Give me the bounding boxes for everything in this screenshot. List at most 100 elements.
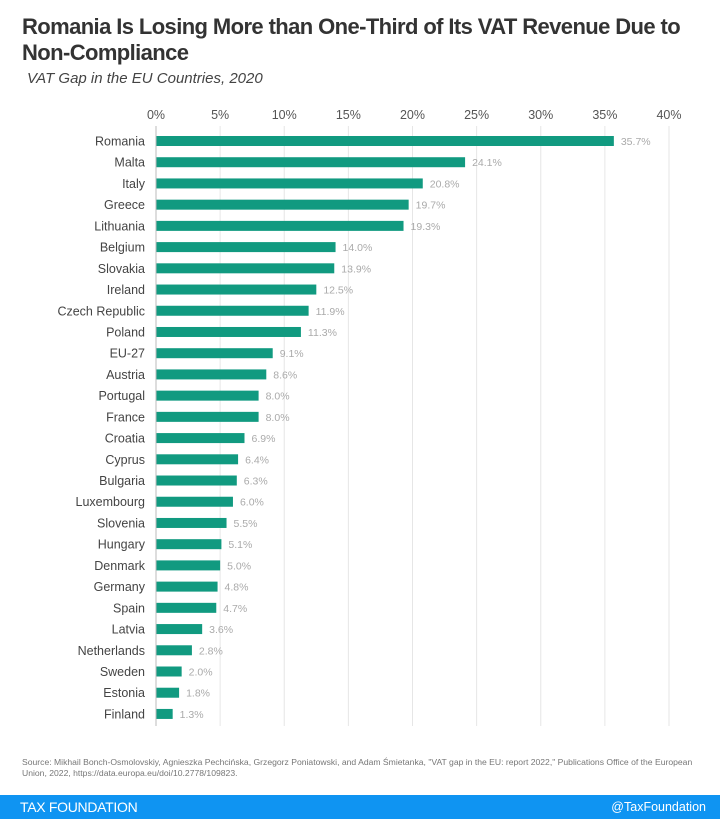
category-label: Finland bbox=[104, 707, 145, 721]
value-label: 24.1% bbox=[472, 157, 502, 169]
value-label: 13.9% bbox=[341, 263, 371, 275]
value-label: 5.1% bbox=[228, 539, 252, 551]
category-label: Slovakia bbox=[98, 262, 145, 276]
value-label: 4.8% bbox=[225, 582, 249, 594]
bars bbox=[156, 136, 614, 719]
bar bbox=[156, 517, 227, 528]
value-label: 6.0% bbox=[240, 497, 264, 509]
category-label: Croatia bbox=[105, 432, 145, 446]
value-label: 19.7% bbox=[416, 200, 446, 212]
category-label: Malta bbox=[114, 156, 145, 170]
value-labels: 35.7% 24.1% 20.8% 19.7% 19.3% 14.0% 13.9% 12.5%… bbox=[180, 136, 651, 721]
bar bbox=[156, 263, 335, 274]
bar bbox=[156, 348, 273, 359]
bar bbox=[156, 326, 301, 337]
value-label: 1.3% bbox=[180, 709, 204, 721]
value-label: 12.5% bbox=[323, 285, 353, 297]
bar bbox=[156, 284, 317, 295]
gridlines bbox=[219, 126, 670, 726]
category-label: Romania bbox=[95, 135, 145, 149]
category-label: Greece bbox=[104, 198, 145, 212]
category-label: Austria bbox=[106, 368, 145, 382]
category-label: Hungary bbox=[98, 538, 146, 552]
x-tick-label: 25% bbox=[464, 108, 489, 122]
x-axis-ticks: 0% 5% 10% 15% 20% 25% 30% 35% 40% bbox=[147, 108, 682, 122]
bar bbox=[156, 708, 173, 719]
footer-bar: TAX FOUNDATION @TaxFoundation bbox=[0, 795, 720, 819]
bar bbox=[156, 602, 217, 613]
category-label: Germany bbox=[94, 580, 146, 594]
value-label: 5.5% bbox=[234, 518, 258, 530]
category-label: Luxembourg bbox=[76, 495, 146, 509]
x-tick-label: 10% bbox=[272, 108, 297, 122]
chart-subtitle: VAT Gap in the EU Countries, 2020 bbox=[27, 70, 263, 87]
bar bbox=[156, 496, 233, 507]
bar bbox=[156, 178, 423, 189]
bar bbox=[156, 581, 218, 592]
category-labels: Romania Malta Italy Greece Lithuania Belgium S… bbox=[57, 135, 145, 722]
bar bbox=[156, 687, 180, 698]
category-label: Ireland bbox=[107, 283, 145, 297]
x-tick-label: 5% bbox=[211, 108, 229, 122]
chart-title: Romania Is Losing More than One-Third of… bbox=[22, 14, 681, 65]
value-label: 3.6% bbox=[209, 624, 233, 636]
value-label: 1.8% bbox=[186, 688, 210, 700]
category-label: Belgium bbox=[100, 241, 145, 255]
value-label: 35.7% bbox=[621, 136, 651, 148]
x-tick-label: 40% bbox=[656, 108, 681, 122]
bar bbox=[156, 199, 409, 210]
value-label: 2.8% bbox=[199, 645, 223, 657]
bar bbox=[156, 411, 259, 422]
category-label: Bulgaria bbox=[99, 474, 145, 488]
bar bbox=[156, 560, 221, 571]
bar-chart: 0% 5% 10% 15% 20% 25% 30% 35% 40% Romania Malta It… bbox=[57, 108, 682, 726]
bar bbox=[156, 624, 203, 635]
category-label: Portugal bbox=[98, 389, 145, 403]
brand-logo-text: TAX FOUNDATION bbox=[20, 799, 138, 815]
twitter-handle[interactable]: @TaxFoundation bbox=[611, 800, 706, 814]
value-label: 2.0% bbox=[189, 667, 213, 679]
value-label: 9.1% bbox=[280, 348, 304, 360]
value-label: 4.7% bbox=[223, 603, 247, 615]
category-label: Italy bbox=[122, 177, 146, 191]
value-label: 20.8% bbox=[430, 178, 460, 190]
bar bbox=[156, 433, 245, 444]
value-label: 11.9% bbox=[316, 306, 345, 318]
category-label: Czech Republic bbox=[57, 304, 145, 318]
category-label: Netherlands bbox=[78, 644, 145, 658]
bar bbox=[156, 369, 267, 380]
value-label: 11.3% bbox=[308, 327, 337, 339]
bar bbox=[156, 242, 336, 253]
x-tick-label: 0% bbox=[147, 108, 165, 122]
value-label: 6.4% bbox=[245, 454, 269, 466]
category-label: Cyprus bbox=[105, 453, 145, 467]
category-label: EU-27 bbox=[110, 347, 145, 361]
bar bbox=[156, 645, 192, 656]
category-label: Slovenia bbox=[97, 516, 145, 530]
category-label: Spain bbox=[113, 601, 145, 615]
value-label: 6.3% bbox=[244, 476, 268, 488]
category-label: France bbox=[106, 410, 145, 424]
value-label: 8.6% bbox=[273, 369, 297, 381]
category-label: Lithuania bbox=[94, 219, 145, 233]
category-label: Latvia bbox=[112, 623, 145, 637]
bar bbox=[156, 475, 237, 486]
bar bbox=[156, 136, 614, 146]
x-tick-label: 30% bbox=[528, 108, 553, 122]
bar bbox=[156, 157, 466, 168]
value-label: 5.0% bbox=[227, 560, 251, 572]
category-label: Denmark bbox=[94, 559, 145, 573]
value-label: 8.0% bbox=[266, 412, 290, 424]
bar bbox=[156, 454, 239, 465]
bar bbox=[156, 305, 309, 316]
bar bbox=[156, 220, 404, 231]
category-label: Sweden bbox=[100, 665, 145, 679]
value-label: 14.0% bbox=[343, 242, 373, 254]
bar bbox=[156, 390, 259, 401]
category-label: Estonia bbox=[103, 686, 145, 700]
bar bbox=[156, 666, 182, 677]
x-tick-label: 35% bbox=[592, 108, 617, 122]
value-label: 6.9% bbox=[251, 433, 275, 445]
value-label: 8.0% bbox=[266, 391, 290, 403]
source-note: Source: Mikhail Bonch-Osmolovskiy, Agnie… bbox=[22, 757, 693, 778]
